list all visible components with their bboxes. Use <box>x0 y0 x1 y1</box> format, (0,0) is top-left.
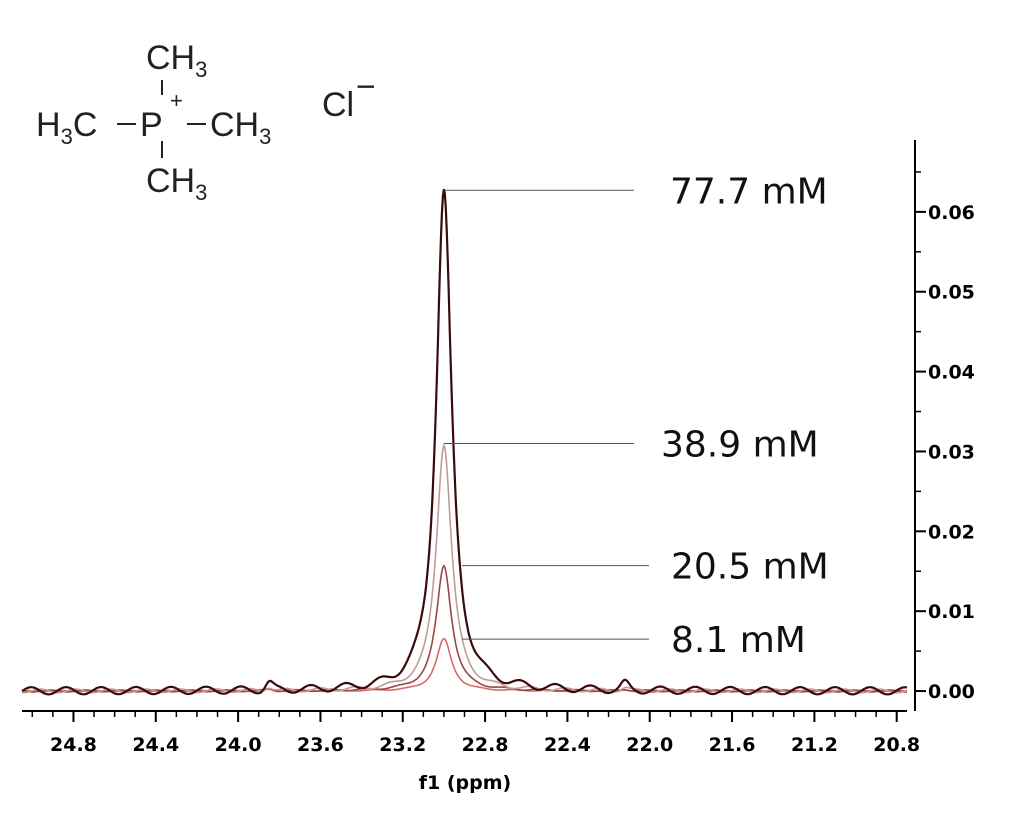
x-tick-label: 24.0 <box>215 734 262 756</box>
y-tick-label: 0.00 <box>928 681 975 703</box>
concentration-label: 77.7 mM <box>670 171 828 212</box>
concentration-label: 38.9 mM <box>661 424 819 465</box>
y-tick-label: 0.02 <box>928 521 975 543</box>
x-tick-label: 21.6 <box>709 734 756 756</box>
y-tick-label: 0.06 <box>928 202 975 224</box>
spectra <box>21 188 908 696</box>
x-tick-label: 23.2 <box>379 734 426 756</box>
x-tick-label: 24.8 <box>50 734 97 756</box>
y-tick-label: 0.03 <box>928 441 975 463</box>
y-tick-label: 0.01 <box>928 601 975 623</box>
right-methyl: CH3 <box>210 106 271 149</box>
axes: 24.8 24.4 24.0 23.6 23.2 22.8 22.4 22.0 21.6 21.2… <box>22 140 975 756</box>
spectrum-line-38-9-mm <box>22 442 908 694</box>
phosphorus-atom: P <box>140 106 163 144</box>
x-axis-label: f1 (ppm) <box>419 772 511 794</box>
y-tick-label: 0.05 <box>928 282 975 304</box>
y-tick-label: 0.04 <box>928 362 975 384</box>
x-tick-label: 21.2 <box>791 734 838 756</box>
bottom-methyl: CH3 <box>146 162 207 205</box>
concentration-label: 20.5 mM <box>671 547 829 588</box>
annotations: 77.7 mM 38.9 mM 20.5 mM 8.1 mM <box>444 171 829 661</box>
chloride-charge: − <box>356 68 376 106</box>
concentration-label: 8.1 mM <box>671 620 806 661</box>
x-tick-label: 20.8 <box>873 734 920 756</box>
phosphorus-charge: + <box>170 88 183 113</box>
chemical-structure: CH3 H3C P + CH3 CH3 Cl − <box>36 39 376 205</box>
x-tick-label: 22.0 <box>626 734 673 756</box>
x-tick-label: 22.4 <box>544 734 591 756</box>
left-methyl: H3C <box>36 106 97 149</box>
x-tick-label: 24.4 <box>132 734 179 756</box>
x-tick-label: 22.8 <box>462 734 509 756</box>
x-tick-label: 23.6 <box>297 734 344 756</box>
spectrum-line-77-7-mm <box>21 188 908 696</box>
top-methyl: CH3 <box>146 39 207 82</box>
chloride-ion: Cl <box>322 86 354 124</box>
